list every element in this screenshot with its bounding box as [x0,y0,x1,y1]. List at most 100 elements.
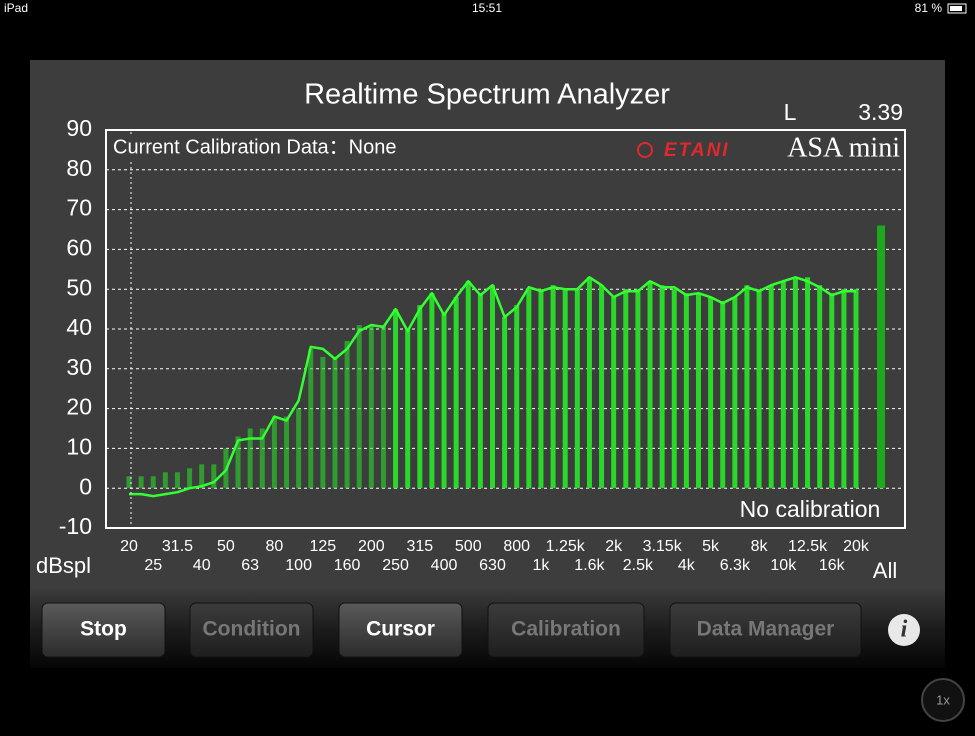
clock: 15:51 [472,1,502,15]
bar [744,285,750,489]
y-tick-label: 80 [66,155,92,181]
total-label: All [873,558,897,583]
zoom-button[interactable] [921,678,965,722]
bar [138,476,144,489]
plot [106,129,905,529]
button-label[interactable]: Condition [203,618,301,641]
bar [550,285,556,489]
x-tick-label: 1.25k [546,538,586,555]
bar [211,464,217,489]
bar [405,329,411,489]
x-tick-label: 100 [285,557,312,574]
bar [465,281,471,489]
bar [162,472,168,489]
x-tick-label: 63 [241,557,259,574]
bar [126,476,132,489]
button-label[interactable]: Calibration [511,618,621,641]
logo-brand: ETANI [664,140,730,161]
bar [805,277,811,489]
reading: 3.39 [858,99,903,125]
y-tick-label: 0 [79,473,92,499]
logo-background [630,134,902,164]
x-tick-label: 160 [334,557,361,574]
x-tick-label: 315 [406,538,433,555]
y-tick-label: 90 [66,115,92,141]
bar [174,472,180,489]
device-name: iPad [4,1,28,15]
bar [199,464,205,489]
bar [441,313,447,489]
bar [320,356,326,489]
x-tick-label: 16k [819,557,846,574]
button-label[interactable]: Data Manager [697,618,835,641]
x-tick-label: 200 [358,538,385,555]
bar [490,285,495,489]
bar [247,428,253,489]
bar [453,297,459,489]
x-tick-label: 4k [678,557,696,574]
bar [671,289,677,489]
calibration-note: Current Calibration Data：None [113,136,396,158]
y-axis-label: dBspl [36,553,91,578]
button-label[interactable]: Stop [80,618,127,641]
x-tick-label: 630 [479,557,506,574]
bar [562,289,568,489]
x-tick-label: 25 [144,557,162,574]
bar [235,436,241,489]
bar [635,289,641,489]
x-tick-label: 250 [382,557,409,574]
bar [708,297,714,489]
toolbar-button[interactable] [669,602,862,658]
bar [259,428,265,489]
bar [611,297,617,489]
x-tick-label: 6.3k [720,557,751,574]
bar [393,309,399,489]
total-bar [877,225,885,489]
x-tick-label: 3.15k [643,538,683,555]
y-tick-label: 40 [66,314,92,340]
bar [514,305,520,489]
battery-icon [947,3,967,14]
bar [417,305,423,489]
bar [623,289,629,489]
y-tick-label: 10 [66,433,92,459]
bar [829,293,835,489]
zoom-label[interactable]: 1x [936,692,950,707]
x-tick-label: 1.6k [574,557,605,574]
y-tick-label: 60 [66,234,92,260]
bar [817,285,823,489]
channel: L [784,99,797,125]
toolbar-button[interactable] [487,602,645,658]
bar [720,301,726,489]
note-background [111,134,441,162]
x-tick-label: 12.5k [788,538,828,555]
plot-frame [105,129,906,529]
x-tick-label: 10k [770,557,797,574]
bar [792,277,798,489]
bar [659,285,665,489]
bar [732,297,738,489]
bar [368,325,374,489]
bar [683,293,689,489]
bar [271,416,277,489]
x-tick-label: 80 [266,538,284,555]
x-tick-label: 20k [843,538,870,555]
info-button[interactable] [888,614,920,646]
y-tick-label: -10 [59,513,92,539]
y-tick-label: 30 [66,354,92,380]
info-icon[interactable]: i [901,617,908,643]
button-label[interactable]: Cursor [366,618,435,641]
annotation: No calibration [740,496,881,522]
bar [647,281,653,489]
x-tick-label: 50 [217,538,235,555]
toolbar-button[interactable] [41,602,166,658]
bar [296,408,302,489]
toolbar-button[interactable] [338,602,463,658]
bar [187,468,193,489]
bar [429,293,435,489]
chart-title: Realtime Spectrum Analyzer [304,79,670,111]
toolbar-button[interactable] [189,602,314,658]
bar [599,285,605,489]
x-tick-label: 1k [533,557,551,574]
